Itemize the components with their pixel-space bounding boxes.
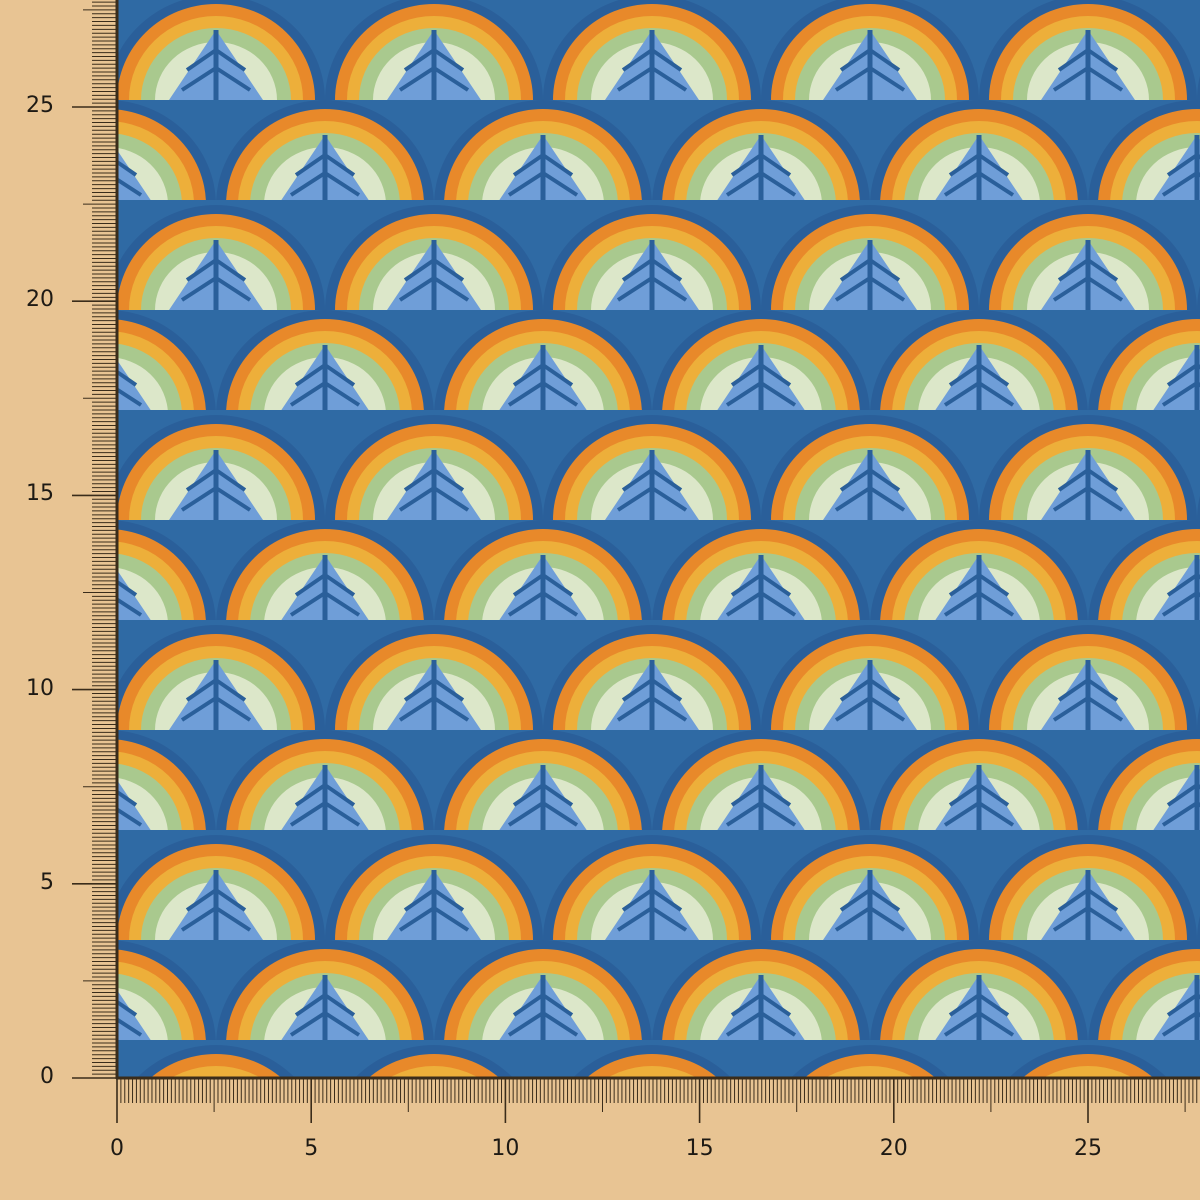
y-tick-label: 0 <box>40 1064 54 1089</box>
y-tick-label: 10 <box>26 675 54 701</box>
fabric-pattern <box>117 0 1200 1078</box>
x-tick-label: 25 <box>1074 1136 1102 1161</box>
x-tick-label: 20 <box>879 1136 908 1161</box>
y-tick-label: 25 <box>26 93 54 118</box>
fabric-swatch <box>117 0 1200 1078</box>
y-tick-label: 5 <box>40 869 54 895</box>
y-tick-label: 15 <box>26 481 54 507</box>
x-tick-label: 5 <box>304 1136 319 1161</box>
x-tick-label: 10 <box>491 1136 520 1161</box>
x-tick-label: 0 <box>110 1136 124 1161</box>
y-tick-label: 20 <box>26 287 54 313</box>
x-tick-label: 15 <box>685 1136 714 1161</box>
